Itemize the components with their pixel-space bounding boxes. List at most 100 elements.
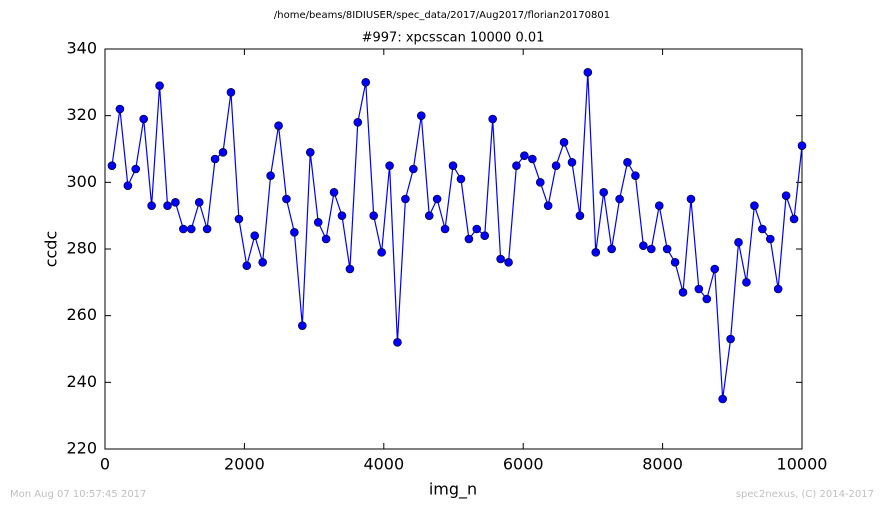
header: /home/beams/8IDIUSER/spec_data/2017/Aug2… [274, 10, 610, 21]
data-point [797, 141, 807, 150]
data-point [329, 188, 339, 197]
data-point [258, 258, 267, 267]
data-point [266, 171, 275, 180]
data-point [321, 234, 331, 244]
data-point [678, 288, 688, 297]
data-point [781, 191, 791, 200]
data-point [345, 264, 355, 274]
data-point [416, 111, 426, 120]
data-point [575, 211, 585, 220]
data-point [654, 201, 664, 210]
data-point [393, 338, 402, 347]
data-point [480, 231, 490, 240]
data-point [226, 88, 236, 97]
x-axis-label: img_n [429, 480, 477, 500]
y-tick-label: 240 [66, 372, 97, 391]
data-point [615, 194, 624, 204]
data-point [639, 241, 648, 250]
data-point [734, 238, 743, 247]
footer-right: spec2nexus, (C) 2014-2017 [736, 489, 874, 500]
data-point [789, 214, 799, 224]
data-point [765, 234, 775, 244]
data-point [496, 254, 505, 264]
data-point [147, 201, 156, 210]
data-point [567, 158, 577, 167]
data-point [115, 104, 125, 114]
data-point [242, 261, 252, 270]
data-point [424, 211, 434, 220]
data-point [179, 224, 188, 234]
data-point [305, 148, 315, 157]
data-point [274, 121, 283, 130]
data-point [607, 244, 616, 254]
data-point [464, 234, 474, 244]
data-point [194, 198, 204, 207]
data-line [111, 72, 803, 400]
data-point [647, 244, 656, 254]
y-tick-label: 300 [66, 172, 97, 191]
data-point [337, 211, 347, 220]
data-point [290, 228, 299, 237]
data-point [559, 138, 569, 147]
data-point [504, 258, 513, 267]
data-point [409, 164, 418, 174]
data-point [702, 294, 712, 304]
data-point [528, 154, 537, 164]
footer-left: Mon Aug 07 10:57:45 2017 [10, 489, 146, 500]
data-point [662, 244, 672, 254]
data-point [773, 284, 783, 294]
y-tick-label: 260 [66, 305, 97, 324]
data-point [520, 151, 529, 160]
data-point [377, 248, 386, 257]
data-point [750, 201, 759, 210]
data-point [298, 321, 307, 330]
data-point [282, 194, 291, 204]
data-point [583, 68, 593, 77]
x-tick-label: 0 [100, 455, 110, 474]
data-point [123, 181, 133, 190]
data-point [742, 278, 751, 287]
x-tick-label: 6000 [503, 455, 544, 474]
data-point [313, 218, 323, 227]
y-tick-label: 280 [66, 239, 97, 258]
data-point [353, 118, 363, 127]
data-point [718, 394, 727, 404]
x-tick-label: 10000 [777, 455, 828, 474]
data-point [551, 161, 561, 170]
data-point [401, 194, 410, 204]
data-point [694, 284, 704, 294]
data-point [488, 114, 497, 124]
data-point [448, 161, 458, 170]
data-point [361, 78, 371, 87]
data-point [432, 194, 442, 204]
data-point [385, 161, 394, 170]
data-point [210, 154, 220, 164]
data-point [155, 81, 164, 90]
data-point [726, 334, 735, 344]
x-tick-label: 8000 [642, 455, 683, 474]
chart-title: #997: xpcsscan 10000 0.01 [362, 31, 545, 46]
data-point [131, 164, 141, 174]
y-tick-label: 340 [66, 39, 97, 58]
data-point [599, 188, 609, 197]
data-point [456, 174, 466, 184]
data-point [472, 224, 482, 234]
data-point [234, 214, 244, 224]
x-tick-label: 2000 [224, 455, 265, 474]
data-point [543, 201, 553, 210]
data-point [686, 194, 696, 204]
y-tick-label: 320 [66, 105, 97, 124]
data-point [758, 224, 767, 234]
data-point [512, 161, 521, 170]
data-point [670, 258, 680, 267]
data-point [139, 114, 148, 124]
data-point [591, 248, 601, 257]
data-point [163, 201, 172, 210]
x-tick-label: 4000 [363, 455, 404, 474]
data-point [631, 171, 640, 180]
data-point [218, 148, 228, 157]
data-point [369, 211, 378, 220]
y-axis-label: ccdc [42, 231, 61, 268]
data-point [535, 178, 545, 187]
data-point [171, 198, 180, 207]
